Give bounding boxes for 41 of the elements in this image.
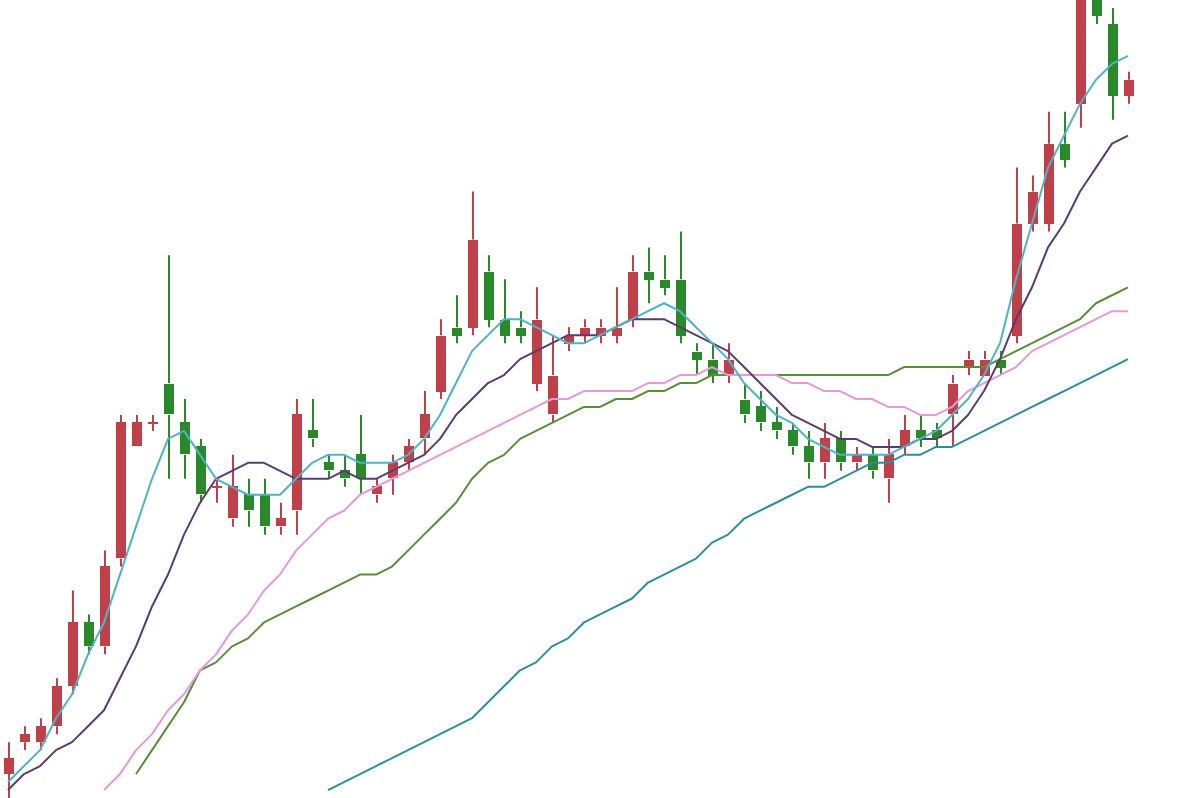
candlestick: [532, 286, 542, 393]
candlestick: [676, 230, 686, 345]
candlestick: [484, 254, 494, 329]
candlestick: [452, 294, 462, 345]
candlestick: [468, 190, 478, 337]
candlestick: [756, 390, 766, 432]
candlestick: [740, 382, 750, 424]
candlestick: [628, 254, 638, 329]
candlestick: [644, 246, 654, 305]
candlestick: [612, 286, 622, 345]
candlestick: [1060, 110, 1070, 169]
candlestick: [804, 429, 814, 480]
candlestick: [244, 477, 254, 528]
candlestick: [1108, 6, 1118, 121]
candlestick: [276, 501, 286, 536]
candlestick: [772, 405, 782, 440]
candlestick: [420, 390, 430, 456]
candlestick: [1092, 0, 1102, 25]
candlestick: [1124, 70, 1134, 105]
candlestick: [548, 334, 558, 424]
candlestick: [164, 254, 174, 480]
candlestick: [820, 421, 830, 480]
candlestick: [68, 589, 78, 696]
candlestick: [436, 318, 446, 400]
candlestick: [692, 342, 702, 377]
candlestick: [260, 477, 270, 536]
candlestick: [916, 413, 926, 448]
candlestick: [500, 278, 510, 345]
candlestick: [308, 398, 318, 448]
candlestick: [228, 453, 238, 528]
candlestick: [292, 398, 302, 536]
candlestick: [180, 398, 190, 480]
candlestick: [100, 549, 110, 656]
candlestick: [4, 741, 14, 798]
candlestick: [516, 310, 526, 345]
candlestick: [116, 413, 126, 568]
candlestick: [660, 254, 670, 297]
candlestick: [52, 677, 62, 736]
candlestick: [1044, 110, 1054, 233]
candlestick: [20, 725, 30, 752]
candlestick: [900, 413, 910, 456]
